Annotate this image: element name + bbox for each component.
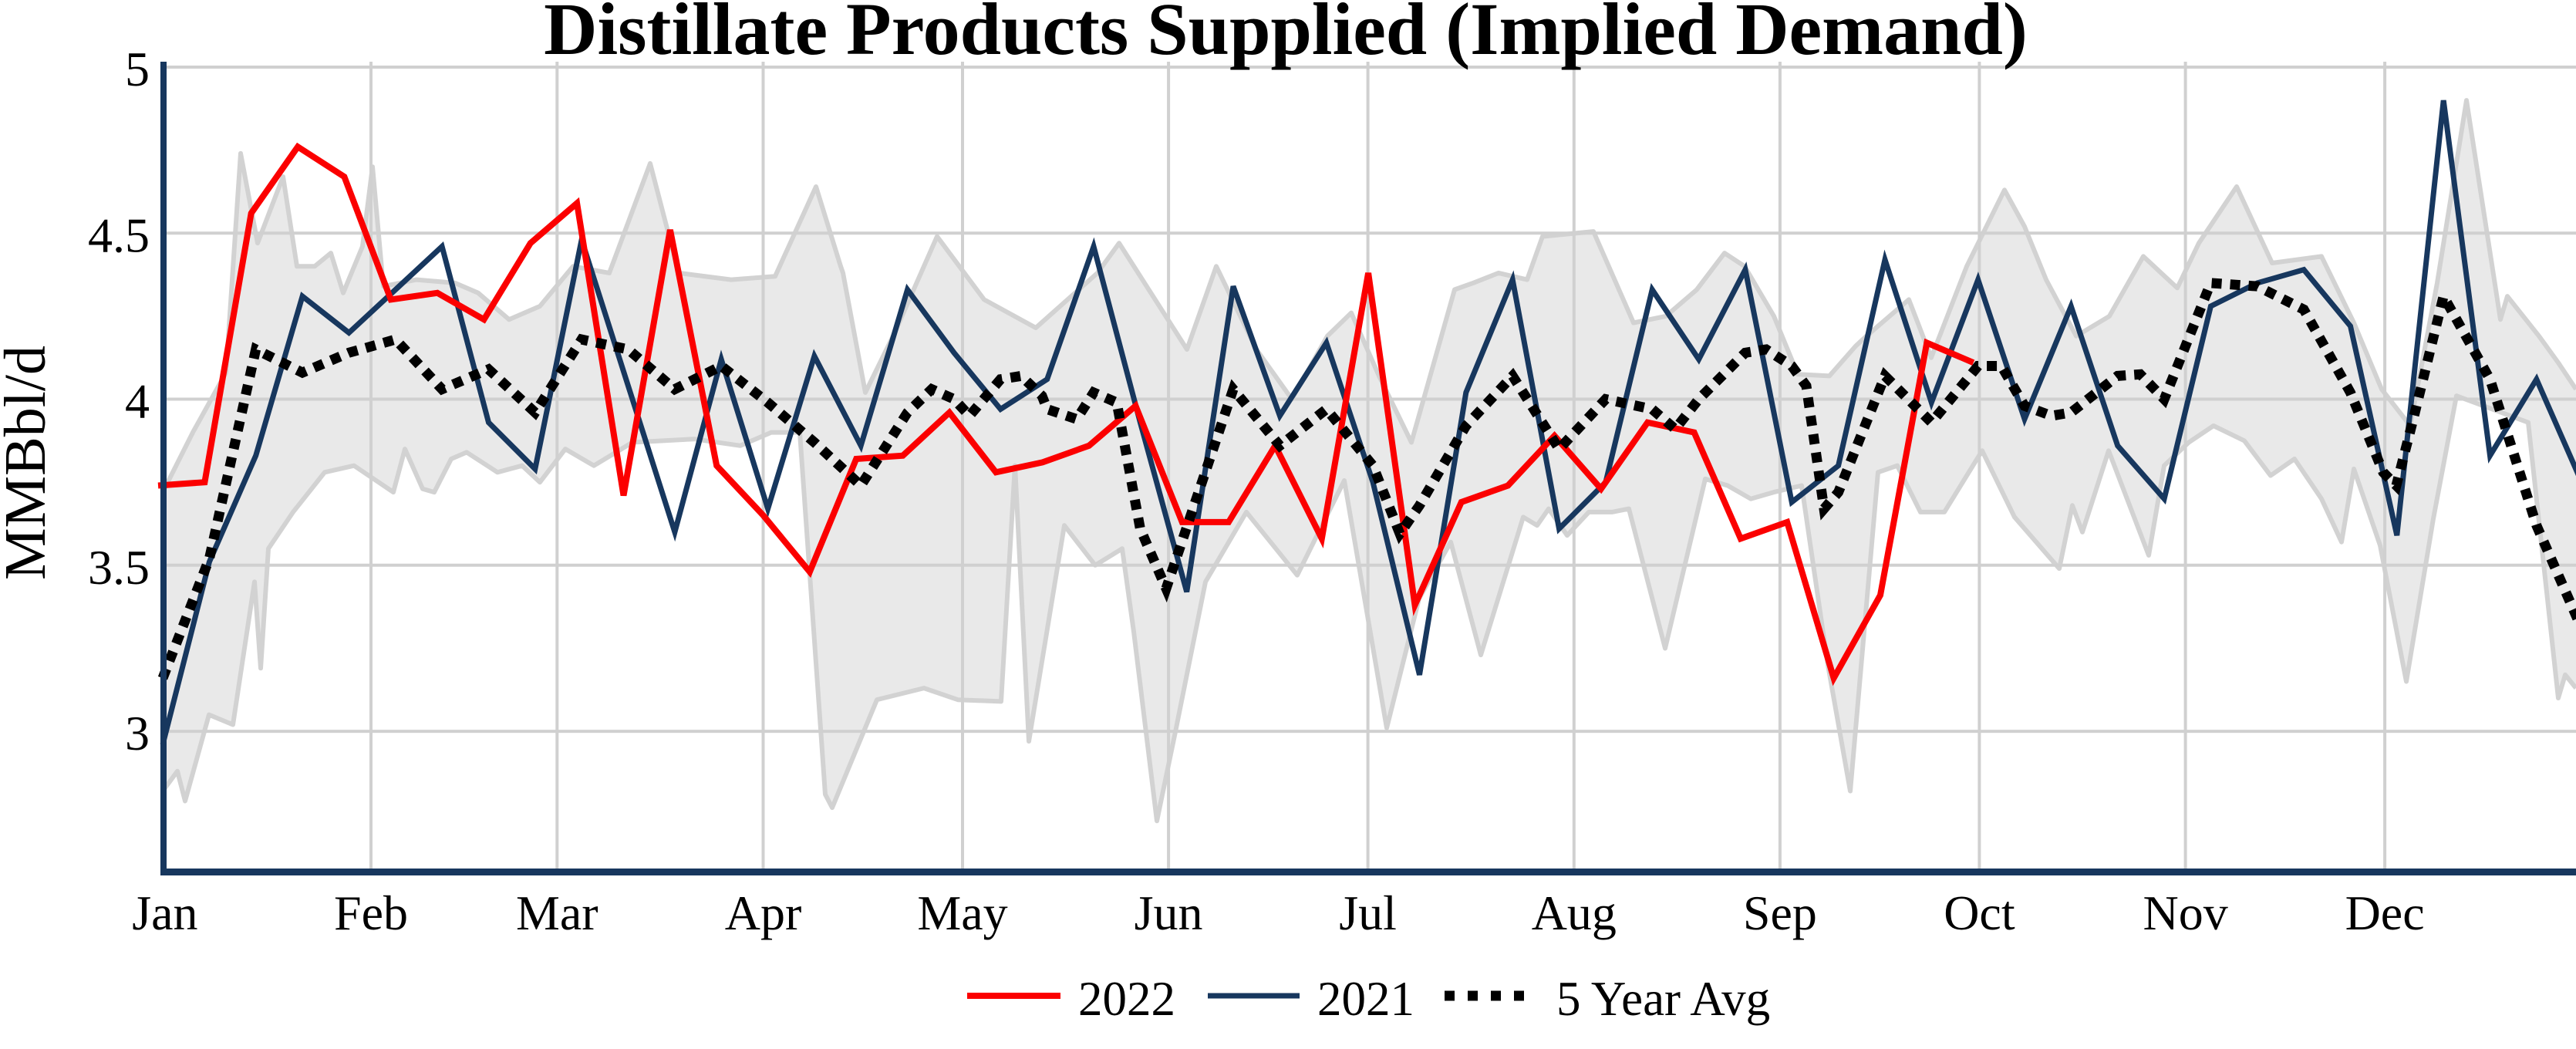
svg-text:Jul: Jul (1339, 885, 1397, 940)
svg-text:2021: 2021 (1317, 972, 1414, 1026)
svg-text:Sep: Sep (1743, 885, 1817, 940)
svg-text:Feb: Feb (334, 885, 408, 940)
svg-text:5 Year Avg: 5 Year Avg (1556, 972, 1770, 1026)
svg-text:4: 4 (125, 374, 150, 429)
svg-text:MMBbl/d: MMBbl/d (0, 346, 58, 580)
svg-text:Oct: Oct (1944, 885, 2015, 940)
svg-text:Distillate Products Supplied (: Distillate Products Supplied (Implied De… (544, 0, 2028, 70)
svg-text:Mar: Mar (516, 885, 598, 940)
svg-text:Apr: Apr (725, 885, 802, 940)
svg-text:Jan: Jan (132, 885, 197, 940)
svg-text:2022: 2022 (1078, 972, 1175, 1026)
svg-text:5: 5 (125, 42, 150, 96)
svg-text:May: May (917, 885, 1007, 940)
svg-text:Jun: Jun (1135, 885, 1203, 940)
svg-text:3: 3 (125, 706, 150, 761)
svg-text:4.5: 4.5 (88, 207, 150, 262)
svg-text:Nov: Nov (2143, 885, 2227, 940)
svg-text:3.5: 3.5 (88, 540, 150, 595)
svg-text:Aug: Aug (1532, 885, 1617, 940)
svg-text:Dec: Dec (2345, 885, 2425, 940)
